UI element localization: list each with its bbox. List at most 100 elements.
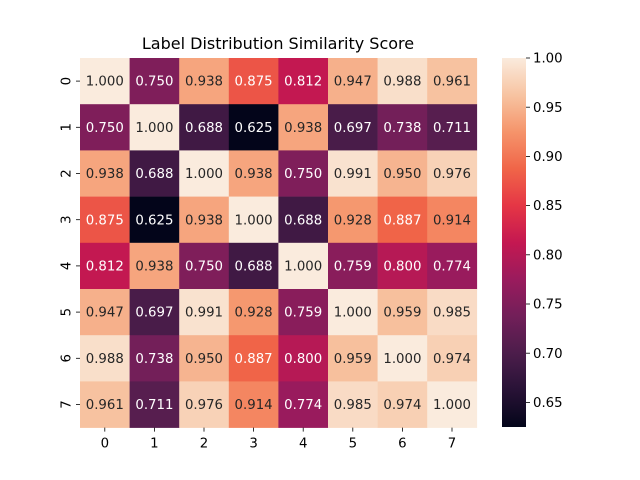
heatmap-cell-3-6	[377, 196, 428, 244]
heatmap-cell-4-5	[328, 242, 378, 290]
cell-label-4-6: 0.800	[383, 260, 421, 275]
cell-label-6-7: 0.974	[433, 352, 471, 367]
cell-label-3-3: 1.000	[235, 213, 273, 228]
heatmap-cell-7-0	[80, 381, 130, 428]
heatmap-cell-0-6	[377, 58, 428, 105]
heatmap-cell-5-2	[179, 289, 230, 336]
heatmap-cell-0-4	[278, 58, 329, 105]
colorbar-tick-label: 0.90	[533, 150, 563, 165]
x-tick-label-1: 1	[150, 437, 158, 452]
cell-label-3-5: 0.928	[334, 213, 372, 228]
cell-label-5-1: 0.697	[135, 306, 173, 321]
heatmap-cell-3-4	[278, 196, 329, 244]
heatmap-cell-6-6	[377, 335, 428, 382]
cell-label-5-5: 1.000	[334, 306, 372, 321]
colorbar: 0.65 0.70 0.75 0.80 0.85 0.90 0.95 1.00	[502, 52, 563, 427]
heatmap-cell-0-5	[328, 58, 378, 105]
cell-label-7-3: 0.914	[235, 398, 273, 413]
cell-label-3-2: 0.938	[185, 213, 223, 228]
heatmap-cell-4-2	[179, 242, 230, 290]
cell-label-6-2: 0.950	[185, 352, 223, 367]
cell-label-2-3: 0.938	[235, 167, 273, 182]
colorbar-tick-label: 0.75	[533, 298, 563, 313]
cell-label-1-2: 0.688	[185, 121, 223, 136]
chart-title: Label Distribution Similarity Score	[142, 34, 414, 53]
colorbar-tick-label: 0.65	[533, 396, 563, 411]
cell-label-5-7: 0.985	[433, 306, 471, 321]
heatmap-cells: 1.000 0.750 0.938 0.875 0.812 0.947 0.988 0.961…	[80, 58, 478, 428]
y-axis: 0 1 2 3 4 5 6 7	[60, 77, 80, 409]
y-tick-label-1: 1	[60, 123, 75, 131]
heatmap-cell-7-7	[427, 381, 478, 428]
heatmap-cell-6-4	[278, 335, 329, 382]
cell-label-1-3: 0.625	[235, 121, 273, 136]
heatmap-cell-3-0	[80, 196, 130, 244]
heatmap-cell-1-3	[228, 104, 279, 151]
heatmap-cell-4-0	[80, 242, 130, 290]
cell-label-6-5: 0.959	[334, 352, 372, 367]
colorbar-tick-label: 1.00	[533, 52, 563, 67]
cell-label-0-5: 0.947	[334, 75, 372, 90]
heatmap-cell-4-1	[129, 242, 180, 290]
cell-label-4-4: 1.000	[284, 260, 322, 275]
heatmap-cell-2-4	[278, 150, 329, 197]
y-tick-label-5: 5	[60, 308, 75, 316]
heatmap-cell-3-7	[427, 196, 478, 244]
heatmap-cell-2-5	[328, 150, 378, 197]
cell-label-2-4: 0.750	[284, 167, 322, 182]
cell-label-2-6: 0.950	[383, 167, 421, 182]
colorbar-gradient	[502, 58, 526, 427]
heatmap-cell-5-3	[228, 289, 279, 336]
cell-label-7-1: 0.711	[135, 398, 173, 413]
x-tick-label-7: 7	[448, 437, 456, 452]
heatmap-cell-2-6	[377, 150, 428, 197]
cell-label-0-3: 0.875	[235, 75, 273, 90]
heatmap-cell-0-0	[80, 58, 130, 105]
heatmap-cell-1-7	[427, 104, 478, 151]
heatmap-cell-7-2	[179, 381, 230, 428]
cell-label-0-1: 0.750	[135, 75, 173, 90]
colorbar-tick-label: 0.85	[533, 199, 563, 214]
heatmap-cell-7-6	[377, 381, 428, 428]
cell-label-3-4: 0.688	[284, 213, 322, 228]
cell-label-0-2: 0.938	[185, 75, 223, 90]
y-tick-label-6: 6	[60, 354, 75, 362]
heatmap-cell-5-0	[80, 289, 130, 336]
heatmap-cell-5-1	[129, 289, 180, 336]
cell-label-2-7: 0.976	[433, 167, 471, 182]
x-tick-label-0: 0	[101, 437, 109, 452]
cell-label-5-4: 0.759	[284, 306, 322, 321]
heatmap-cell-6-2	[179, 335, 230, 382]
cell-label-0-0: 1.000	[86, 75, 124, 90]
heatmap-cell-4-4	[278, 242, 329, 290]
cell-label-1-1: 1.000	[135, 121, 173, 136]
cell-label-6-0: 0.988	[86, 352, 124, 367]
x-tick-label-4: 4	[299, 437, 307, 452]
heatmap-cell-6-7	[427, 335, 478, 382]
heatmap-cell-2-0	[80, 150, 130, 197]
cell-label-5-3: 0.928	[235, 306, 273, 321]
heatmap-cell-6-3	[228, 335, 279, 382]
heatmap-cell-7-4	[278, 381, 329, 428]
cell-label-1-4: 0.938	[284, 121, 322, 136]
heatmap-cell-3-2	[179, 196, 230, 244]
heatmap-cell-5-4	[278, 289, 329, 336]
cell-label-5-6: 0.959	[383, 306, 421, 321]
heatmap-cell-0-1	[129, 58, 180, 105]
cell-label-3-6: 0.887	[383, 213, 421, 228]
cell-label-3-1: 0.625	[135, 213, 173, 228]
x-tick-label-6: 6	[398, 437, 406, 452]
heatmap-cell-1-4	[278, 104, 329, 151]
cell-label-4-1: 0.938	[135, 260, 173, 275]
cell-label-7-5: 0.985	[334, 398, 372, 413]
heatmap-cell-0-3	[228, 58, 279, 105]
heatmap-cell-6-1	[129, 335, 180, 382]
y-tick-label-7: 7	[60, 400, 75, 408]
cell-label-0-7: 0.961	[433, 75, 471, 90]
heatmap-cell-2-7	[427, 150, 478, 197]
heatmap-cell-4-7	[427, 242, 478, 290]
cell-label-4-2: 0.750	[185, 260, 223, 275]
cell-label-3-7: 0.914	[433, 213, 471, 228]
cell-label-4-3: 0.688	[235, 260, 273, 275]
